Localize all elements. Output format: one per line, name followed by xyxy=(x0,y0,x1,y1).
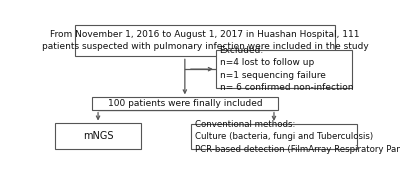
Bar xyxy=(75,25,335,56)
Bar xyxy=(191,124,357,149)
Text: From November 1, 2016 to August 1, 2017 in Huashan Hospital, 111
patients suspec: From November 1, 2016 to August 1, 2017 … xyxy=(42,30,368,52)
Text: 100 patients were finally included: 100 patients were finally included xyxy=(108,99,262,108)
Bar xyxy=(216,50,352,88)
Bar xyxy=(92,97,278,110)
Text: mNGS: mNGS xyxy=(83,131,113,141)
Bar xyxy=(56,123,141,149)
Text: Excluded:
n=4 lost to follow up
n=1 sequencing failure
n= 6 confirmed non-infect: Excluded: n=4 lost to follow up n=1 sequ… xyxy=(220,46,353,92)
Text: Conventional methods:
Culture (bacteria, fungi and Tuberculosis)
PCR-based detec: Conventional methods: Culture (bacteria,… xyxy=(195,120,400,154)
